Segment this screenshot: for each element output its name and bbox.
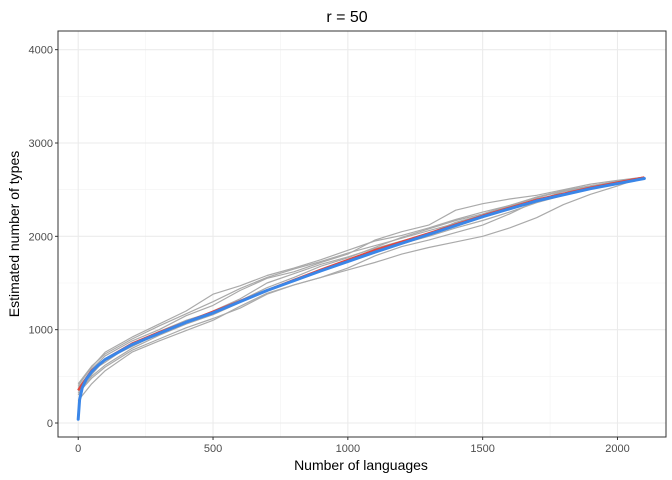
x-tick-label: 1500 [470,443,494,455]
x-axis-label: Number of languages [294,457,428,473]
y-tick-label: 3000 [29,138,53,150]
x-tick-label: 1000 [336,443,360,455]
major-grid [58,31,666,437]
x-tick-label: 0 [75,443,81,455]
sample-series-line [77,176,642,390]
y-axis-ticks: 0 1000 2000 3000 4000 [29,45,58,430]
x-axis-ticks: 0 500 1000 1500 2000 [75,437,630,455]
plot-border [57,30,667,438]
y-tick-label: 0 [47,418,53,430]
x-tick-label: 500 [204,443,222,455]
estimate-series-line [76,177,646,421]
sample-series-line [77,176,642,401]
y-tick-label: 2000 [29,231,53,243]
x-tick-label: 2000 [605,443,629,455]
fit-lines [76,176,646,421]
y-tick-label: 4000 [29,45,53,57]
y-tick-label: 1000 [29,325,53,337]
y-axis-label: Estimated number of types [6,151,22,318]
chart-title: r = 50 [326,9,367,26]
plot-panel [58,31,666,437]
